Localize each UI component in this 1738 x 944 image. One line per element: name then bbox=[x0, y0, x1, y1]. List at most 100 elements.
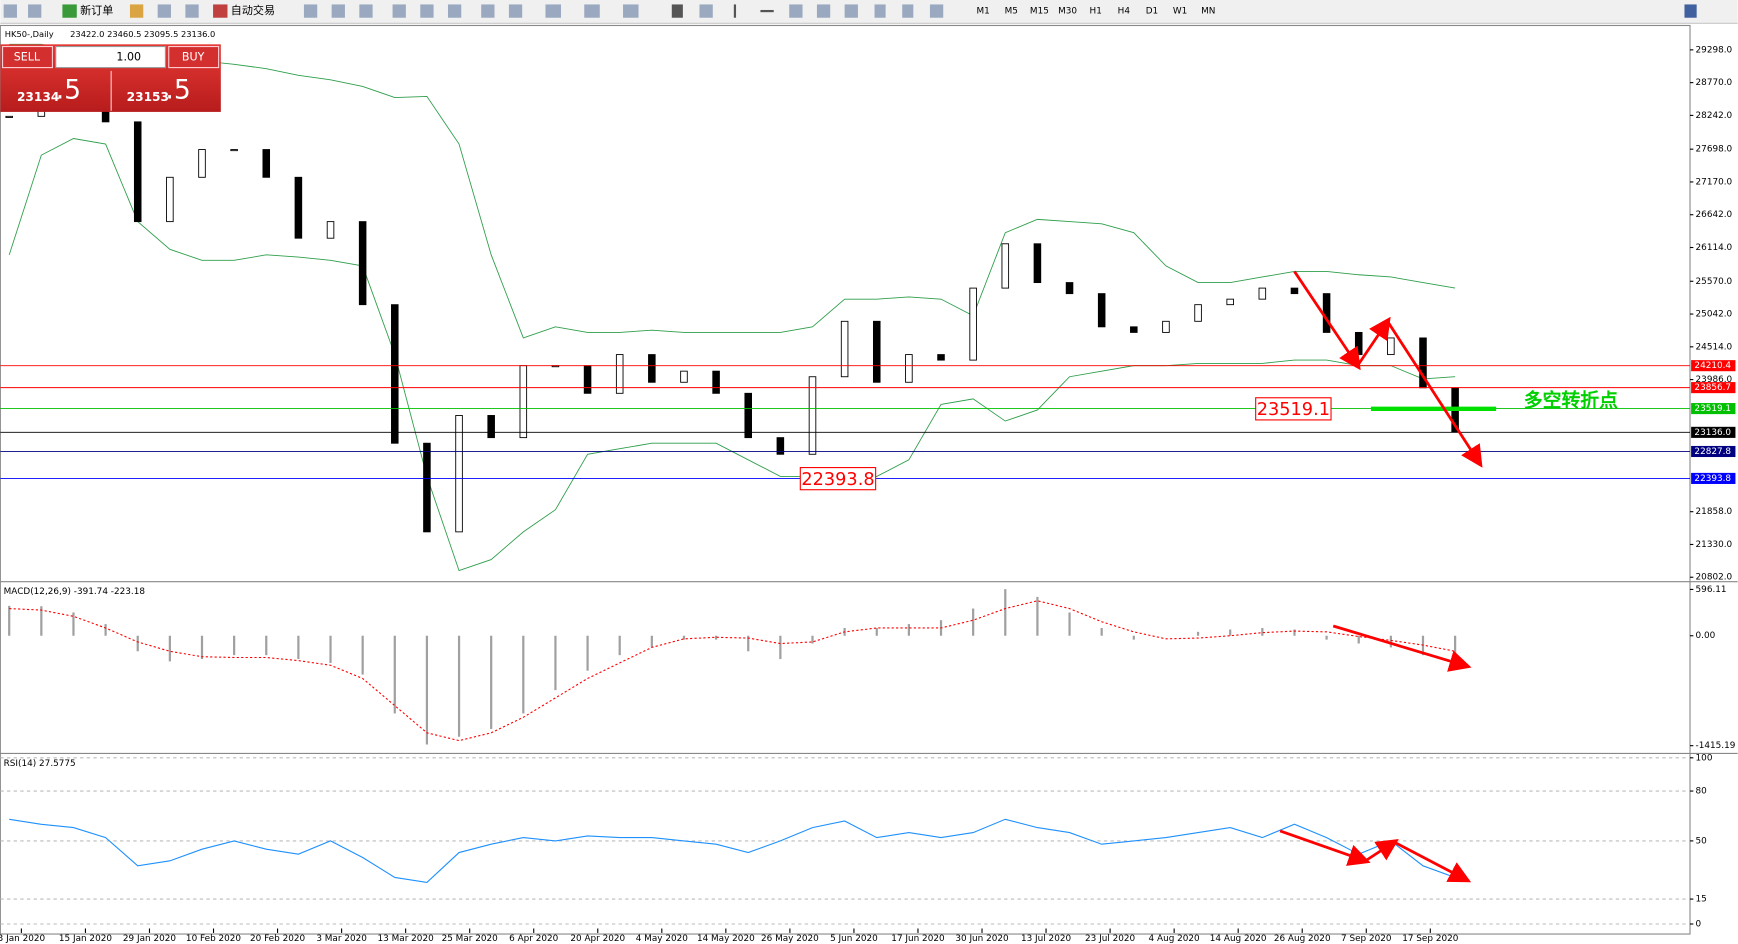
macd-bar bbox=[811, 635, 814, 644]
icon[interactable] bbox=[331, 4, 345, 18]
buy-price-pips[interactable]: .5 bbox=[165, 74, 190, 105]
icon[interactable] bbox=[545, 4, 561, 18]
icon[interactable] bbox=[508, 4, 523, 18]
x-tick-label: 6 Apr 2020 bbox=[509, 934, 559, 944]
price-level-tag bbox=[1691, 445, 1736, 458]
annotation-box bbox=[1255, 397, 1332, 421]
macd-bar bbox=[907, 624, 910, 636]
macd-bar bbox=[425, 635, 429, 745]
x-tick-label: 17 Sep 2020 bbox=[1402, 934, 1459, 944]
indicator-title: MACD(12,26,9) -391.74 -223.18 bbox=[4, 587, 146, 597]
icon[interactable] bbox=[623, 4, 639, 18]
x-tick-label: 3 Jan 2020 bbox=[0, 934, 45, 944]
x-tick-label: 4 Aug 2020 bbox=[1149, 934, 1200, 944]
y-tick-label: -1415.19 bbox=[1696, 741, 1736, 751]
macd-bar bbox=[490, 635, 493, 729]
candle bbox=[744, 392, 752, 439]
price-level-label: 23856.7 bbox=[1694, 383, 1731, 393]
candle bbox=[969, 287, 977, 361]
icon[interactable] bbox=[447, 4, 462, 18]
search-icon[interactable] bbox=[1684, 4, 1697, 18]
chart-symbol: HK50-,Daily bbox=[5, 29, 54, 39]
icon[interactable] bbox=[733, 4, 737, 18]
timeframe-button[interactable]: M30 bbox=[1058, 7, 1077, 17]
sell-button[interactable] bbox=[2, 45, 53, 69]
candle bbox=[262, 149, 271, 178]
icon[interactable] bbox=[929, 4, 944, 18]
icon[interactable] bbox=[28, 4, 42, 18]
y-tick-label: 27170.0 bbox=[1696, 177, 1733, 187]
icon[interactable] bbox=[62, 4, 77, 18]
timeframe-button[interactable]: D1 bbox=[1146, 7, 1158, 17]
icon[interactable] bbox=[185, 4, 199, 18]
macd-bar bbox=[714, 635, 718, 640]
icon[interactable] bbox=[902, 4, 914, 18]
timeframe-button[interactable]: M1 bbox=[976, 7, 989, 17]
icon[interactable] bbox=[481, 4, 495, 18]
macd-bar bbox=[1100, 627, 1103, 636]
lot-input[interactable] bbox=[55, 45, 166, 69]
macd-bar bbox=[1196, 631, 1200, 636]
chart-frame bbox=[0, 24, 1691, 935]
buy-label: BUY bbox=[182, 51, 205, 64]
candle bbox=[1290, 287, 1299, 295]
price-level-tag bbox=[1691, 382, 1736, 394]
macd-bar bbox=[972, 608, 975, 636]
sell-price[interactable]: 23134 bbox=[17, 90, 59, 104]
macd-bar bbox=[1068, 612, 1071, 636]
icon[interactable] bbox=[3, 4, 17, 18]
icon[interactable] bbox=[760, 9, 774, 13]
icon[interactable] bbox=[789, 4, 803, 18]
icon[interactable] bbox=[303, 4, 318, 18]
x-tick-label: 4 May 2020 bbox=[636, 934, 688, 944]
price-level-label: 23519.1 bbox=[1694, 404, 1731, 414]
timeframe-button[interactable]: H4 bbox=[1118, 7, 1131, 17]
icon[interactable] bbox=[671, 4, 683, 18]
y-tick-label: 21858.0 bbox=[1696, 507, 1733, 517]
arrow bbox=[1356, 316, 1391, 367]
price-level-label: 23136.0 bbox=[1694, 428, 1731, 438]
y-tick-label: 596.11 bbox=[1696, 585, 1727, 595]
timeframe-button[interactable]: H1 bbox=[1090, 7, 1102, 17]
candle bbox=[455, 415, 463, 533]
timeframe-button[interactable]: W1 bbox=[1173, 7, 1187, 17]
sell-price-pips[interactable]: .5 bbox=[56, 74, 81, 105]
buy-price[interactable]: 23153 bbox=[127, 90, 169, 104]
price-level-tag bbox=[1691, 403, 1736, 415]
macd-signal bbox=[9, 600, 1456, 742]
icon[interactable] bbox=[844, 4, 858, 18]
buy-button[interactable] bbox=[168, 45, 220, 69]
timeframe-button[interactable]: MN bbox=[1201, 7, 1215, 17]
icon[interactable] bbox=[420, 4, 434, 18]
icon[interactable] bbox=[392, 4, 406, 18]
trend-arrows bbox=[1279, 270, 1483, 883]
macd-bar bbox=[1293, 629, 1296, 636]
icon[interactable] bbox=[699, 4, 713, 18]
macd-bar bbox=[72, 612, 75, 636]
candle bbox=[1033, 243, 1042, 284]
y-tick-label: 0.00 bbox=[1696, 631, 1716, 641]
icon[interactable] bbox=[213, 4, 228, 18]
rsi-pane: RSI(14) 27.5775 bbox=[0, 757, 1691, 925]
icon[interactable] bbox=[584, 4, 600, 18]
macd-bar bbox=[265, 635, 268, 656]
timeframe-button[interactable]: M5 bbox=[1005, 7, 1018, 17]
icon[interactable] bbox=[816, 4, 831, 18]
annotation: 23519.1 bbox=[1257, 400, 1330, 420]
macd-bar bbox=[200, 635, 204, 660]
candle bbox=[326, 221, 335, 239]
new-order-button[interactable]: 新订单 bbox=[80, 3, 113, 17]
icon[interactable] bbox=[874, 4, 886, 18]
candle bbox=[1258, 287, 1267, 300]
icon[interactable] bbox=[129, 4, 144, 18]
candle bbox=[1322, 293, 1331, 333]
icon[interactable] bbox=[157, 4, 171, 18]
auto-trade-button[interactable]: 自动交易 bbox=[231, 3, 275, 17]
macd-bar bbox=[233, 635, 236, 656]
candle bbox=[423, 442, 431, 533]
y-tick-label: 26642.0 bbox=[1696, 210, 1733, 220]
icon[interactable] bbox=[359, 4, 373, 18]
x-tick-label: 3 Mar 2020 bbox=[316, 934, 367, 944]
timeframe-button[interactable]: M15 bbox=[1030, 7, 1049, 17]
